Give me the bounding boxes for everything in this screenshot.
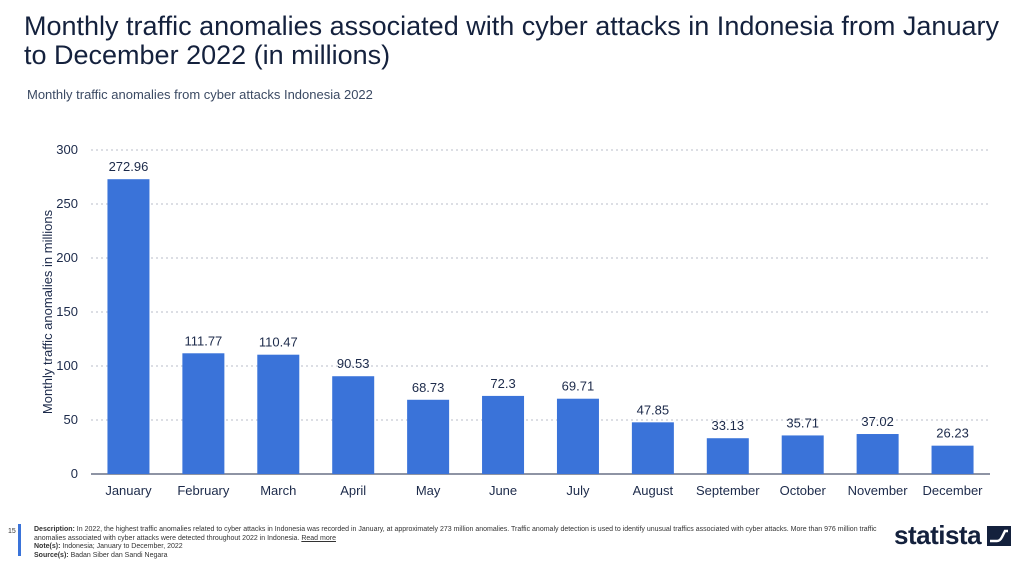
bar — [631, 422, 674, 474]
x-tick-label: June — [489, 483, 517, 498]
x-tick-label: December — [923, 483, 984, 498]
x-tick-label: February — [177, 483, 230, 498]
y-axis-label: Monthly traffic anomalies in millions — [40, 209, 55, 414]
footer-notes: Description: In 2022, the highest traffi… — [34, 526, 894, 560]
data-label: 33.13 — [712, 418, 745, 433]
logo-text: statista — [894, 520, 982, 550]
bar — [257, 354, 300, 474]
x-axis-ticks: January February March April May June July Augu… — [105, 483, 983, 498]
bars — [107, 179, 974, 475]
bar — [107, 179, 150, 475]
data-label: 72.3 — [490, 376, 515, 391]
bar — [781, 435, 824, 474]
bar — [931, 445, 974, 474]
source-label: Source(s): — [34, 551, 69, 559]
bar — [182, 353, 225, 474]
description-text: In 2022, the highest traffic anomalies r… — [34, 526, 877, 542]
bar-chart: 0 50 100 150 200 250 300 Monthly traffic anoma… — [40, 142, 990, 498]
notes-text: Indonesia; January to December, 2022 — [62, 543, 183, 551]
page-number: 15 — [8, 528, 16, 535]
description-label: Description: — [34, 526, 75, 533]
y-tick-label: 150 — [56, 304, 78, 319]
footer-accent-bar — [18, 524, 21, 556]
bar — [407, 399, 450, 474]
x-tick-label: May — [416, 483, 441, 498]
footer-notes-line: Note(s): Indonesia; January to December,… — [34, 543, 894, 552]
data-label: 26.23 — [936, 426, 969, 441]
y-tick-label: 50 — [64, 412, 78, 427]
y-tick-label: 250 — [56, 196, 78, 211]
bar — [482, 395, 525, 474]
y-tick-label: 300 — [56, 142, 78, 157]
bar — [856, 434, 899, 474]
y-tick-label: 100 — [56, 358, 78, 373]
bar — [706, 438, 749, 474]
footer-source-line: Source(s): Badan Siber dan Sandi Negara — [34, 552, 894, 561]
data-labels: 272.96 111.77 110.47 90.53 68.73 72.3 69.71 47.… — [109, 159, 969, 440]
statista-logo[interactable]: statista — [894, 520, 1012, 551]
y-axis-ticks: 0 50 100 150 200 250 300 — [56, 142, 78, 481]
notes-label: Note(s): — [34, 543, 61, 551]
read-more-link[interactable]: Read more — [301, 534, 336, 542]
data-label: 69.71 — [562, 379, 595, 394]
bar — [556, 398, 599, 474]
x-tick-label: November — [848, 483, 909, 498]
x-tick-label: April — [340, 483, 366, 498]
x-tick-label: January — [105, 483, 152, 498]
data-label: 47.85 — [637, 402, 670, 417]
data-label: 272.96 — [109, 159, 149, 174]
y-tick-label: 0 — [71, 466, 78, 481]
data-label: 111.77 — [184, 333, 222, 348]
x-tick-label: July — [566, 483, 590, 498]
data-label: 35.71 — [786, 415, 819, 430]
source-text: Badan Siber dan Sandi Negara — [70, 551, 168, 559]
x-tick-label: March — [260, 483, 296, 498]
footer-description: Description: In 2022, the highest traffi… — [34, 526, 894, 543]
data-label: 110.47 — [259, 335, 298, 350]
data-label: 37.02 — [861, 414, 894, 429]
x-tick-label: October — [780, 483, 827, 498]
chart-title: Monthly traffic anomalies associated wit… — [24, 11, 999, 70]
bar — [332, 376, 375, 474]
gridlines — [91, 149, 990, 475]
statista-logo-icon — [987, 525, 1012, 546]
y-tick-label: 200 — [56, 250, 78, 265]
x-tick-label: September — [696, 483, 760, 498]
chart-subtitle: Monthly traffic anomalies from cyber att… — [27, 87, 373, 102]
x-tick-label: August — [633, 483, 674, 498]
data-label: 90.53 — [337, 356, 370, 371]
data-label: 68.73 — [412, 380, 445, 395]
